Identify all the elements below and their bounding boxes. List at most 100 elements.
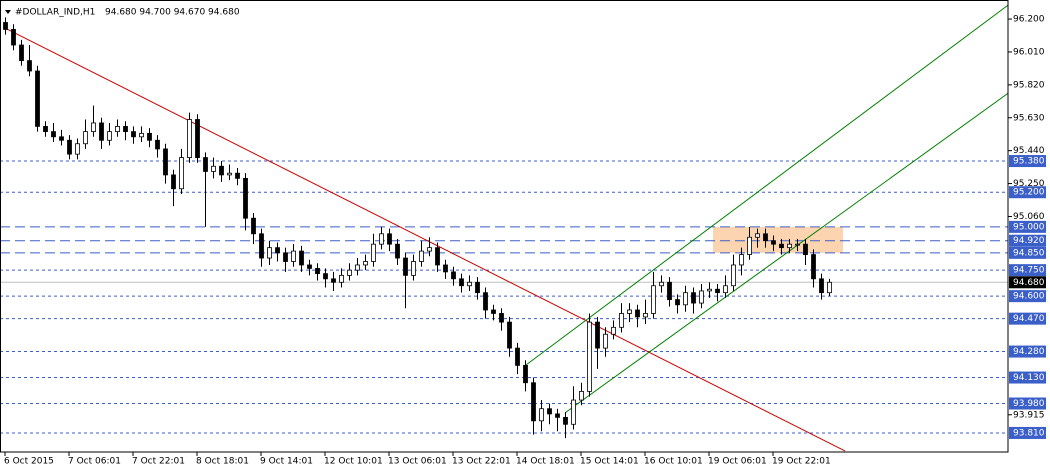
- candle-body: [19, 44, 24, 62]
- candle-body: [427, 247, 432, 252]
- candle-body: [3, 22, 8, 30]
- header-prices: 94.680 94.700 94.670 94.680: [105, 8, 240, 18]
- level-label-box: [1009, 345, 1046, 358]
- x-tick-label: 7 Oct 06:01: [68, 457, 121, 467]
- candle-body: [747, 236, 752, 255]
- y-tick-label: 95.250: [1013, 179, 1045, 189]
- level-label-box: [1009, 234, 1046, 247]
- candle-body: [59, 136, 64, 141]
- candle-body: [571, 399, 576, 425]
- candle-body: [603, 333, 608, 349]
- candle-body: [467, 281, 472, 287]
- x-tick-label: 14 Oct 18:01: [516, 457, 575, 467]
- candle-body: [587, 321, 592, 392]
- candle-body: [803, 243, 808, 255]
- candle-body: [163, 148, 168, 176]
- candle-body: [235, 172, 240, 179]
- candle-body: [779, 243, 784, 249]
- level-label: 93.980: [1013, 399, 1045, 409]
- candle-body: [347, 269, 352, 276]
- level-label-box: [1009, 397, 1046, 410]
- candle-body: [827, 281, 832, 294]
- candle-body: [811, 254, 816, 280]
- candle-body: [523, 365, 528, 384]
- candle-body: [355, 264, 360, 271]
- level-label: 94.600: [1013, 292, 1045, 302]
- y-tick-label: 95.630: [1013, 113, 1045, 123]
- candle-body: [83, 131, 88, 145]
- candle-body: [459, 278, 464, 287]
- trend-line: [564, 92, 1008, 414]
- level-label-box: [1009, 155, 1046, 168]
- candle-body: [155, 139, 160, 150]
- candle-body: [555, 413, 560, 418]
- candle-body: [643, 313, 648, 318]
- candle-body: [11, 29, 16, 46]
- candle-body: [259, 233, 264, 259]
- level-label: 94.850: [1013, 248, 1045, 258]
- candle-body: [499, 313, 504, 323]
- level-label: 95.000: [1013, 222, 1045, 232]
- candle-body: [563, 416, 568, 425]
- x-tick-label: 8 Oct 18:01: [196, 457, 249, 467]
- candle-body: [491, 309, 496, 314]
- candle-body: [187, 119, 192, 158]
- y-tick-label: 96.010: [1013, 47, 1045, 57]
- y-tick-label: 95.060: [1013, 212, 1045, 222]
- candle-body: [651, 285, 656, 314]
- y-tick-label: 93.915: [1013, 410, 1045, 420]
- candle-body: [411, 261, 416, 276]
- menu-arrow[interactable]: [5, 10, 11, 14]
- candle-body: [275, 247, 280, 254]
- candle-body: [99, 122, 104, 141]
- candle-body: [179, 157, 184, 190]
- level-label: 94.920: [1013, 236, 1045, 246]
- candle-body: [283, 252, 288, 262]
- y-tick-label: 96.200: [1013, 15, 1045, 25]
- trend-line: [4, 27, 846, 452]
- y-tick-label: 95.440: [1013, 146, 1045, 156]
- level-label: 95.200: [1013, 188, 1045, 198]
- candle-body: [515, 347, 520, 366]
- x-tick-label: 16 Oct 10:01: [644, 457, 703, 467]
- candle-body: [611, 326, 616, 335]
- candle-body: [707, 288, 712, 292]
- level-label-box: [1009, 220, 1046, 233]
- candle-body: [115, 126, 120, 133]
- level-label: 93.810: [1013, 428, 1045, 438]
- candle-body: [771, 240, 776, 245]
- candle-body: [291, 250, 296, 262]
- candle-body: [131, 131, 136, 138]
- candle-body: [251, 217, 256, 235]
- candle-body: [723, 285, 728, 294]
- y-tick-label: 95.820: [1013, 80, 1045, 90]
- candle-body: [507, 321, 512, 349]
- plot-frame: [0, 0, 1009, 453]
- candle-body: [67, 139, 72, 155]
- candle-body: [371, 243, 376, 262]
- level-label-box: [1009, 290, 1046, 303]
- level-label-box: [1009, 426, 1046, 439]
- candle-body: [387, 233, 392, 245]
- candle-body: [683, 292, 688, 306]
- level-label: 94.470: [1013, 314, 1045, 324]
- candle-body: [51, 131, 56, 138]
- candle-body: [267, 247, 272, 259]
- candle-body: [539, 408, 544, 422]
- candle-body: [419, 250, 424, 262]
- x-tick-label: 13 Oct 22:01: [452, 457, 511, 467]
- level-label: 94.130: [1013, 373, 1045, 383]
- level-label-box: [1009, 246, 1046, 259]
- candle-body: [531, 382, 536, 422]
- level-label: 95.380: [1013, 157, 1045, 167]
- x-tick-label: 7 Oct 22:01: [132, 457, 185, 467]
- candle-body: [315, 268, 320, 275]
- current-price-label: 94.680: [1013, 278, 1045, 288]
- x-tick-label: 6 Oct 2015: [4, 457, 54, 467]
- candle-body: [435, 247, 440, 266]
- candle-body: [659, 281, 664, 287]
- candle-body: [691, 292, 696, 304]
- candle-body: [211, 165, 216, 172]
- candle-body: [795, 243, 800, 246]
